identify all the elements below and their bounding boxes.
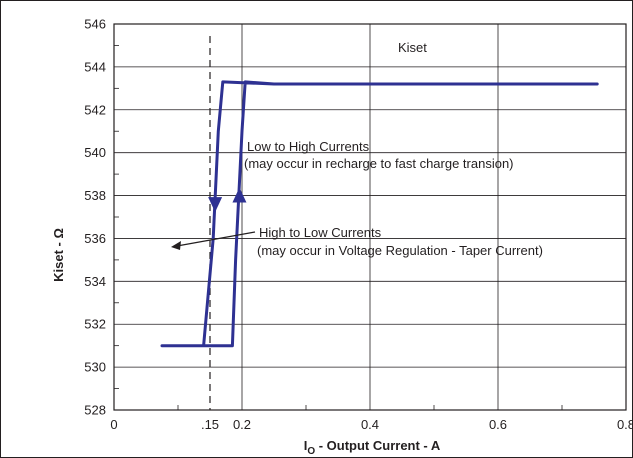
y-tick-label: 530 bbox=[84, 360, 106, 375]
y-tick-label: 542 bbox=[84, 102, 106, 117]
direction-arrow-down bbox=[208, 197, 223, 213]
annotation-low-to-high-line1: Low to High Currents bbox=[247, 139, 370, 154]
y-tick-label: 546 bbox=[84, 17, 106, 32]
y-tick-label: 544 bbox=[84, 59, 106, 74]
annotation-layer: Low to High Currents (may occur in recha… bbox=[171, 139, 543, 258]
annotation-high-to-low-line2: (may occur in Voltage Regulation - Taper… bbox=[257, 243, 543, 258]
series-hysteresis-line bbox=[160, 80, 599, 348]
y-tick-label: 532 bbox=[84, 317, 106, 332]
x-tick-label: 0.8 bbox=[617, 417, 633, 432]
annotation-pointer-line bbox=[176, 231, 256, 247]
series-layer bbox=[160, 80, 599, 348]
y-tick-label: 538 bbox=[84, 188, 106, 203]
x-axis-title-rest: - Output Current - A bbox=[315, 438, 441, 453]
annotation-low-to-high-line2: (may occur in recharge to fast charge tr… bbox=[244, 156, 514, 171]
annotation-pointer-arrowhead bbox=[171, 241, 181, 250]
x-tick-label: 0.6 bbox=[489, 417, 507, 432]
x-tick-label: 0 bbox=[110, 417, 117, 432]
x-axis-title-subscript: O bbox=[307, 446, 315, 457]
x-axis-title-main: I bbox=[304, 438, 308, 453]
chart-title: Kiset bbox=[398, 40, 427, 55]
x-axis-title: IO - Output Current - A bbox=[304, 438, 441, 457]
direction-arrow-up bbox=[232, 187, 247, 203]
x-tick-label: .15 bbox=[201, 417, 219, 432]
x-tick-label: 0.4 bbox=[361, 417, 379, 432]
tick-layer: 528 530 532 534 536 538 540 542 544 546 0 .15 0.2 0.4… bbox=[84, 17, 633, 433]
x-tick-label: 0.2 bbox=[233, 417, 251, 432]
y-tick-label: 528 bbox=[84, 403, 106, 418]
y-tick-label: 534 bbox=[84, 274, 106, 289]
y-tick-label: 540 bbox=[84, 145, 106, 160]
y-axis-title: Kiset - Ω bbox=[51, 228, 66, 282]
marker-layer bbox=[208, 187, 247, 213]
annotation-high-to-low-line1: High to Low Currents bbox=[259, 225, 382, 240]
y-tick-label: 536 bbox=[84, 231, 106, 246]
